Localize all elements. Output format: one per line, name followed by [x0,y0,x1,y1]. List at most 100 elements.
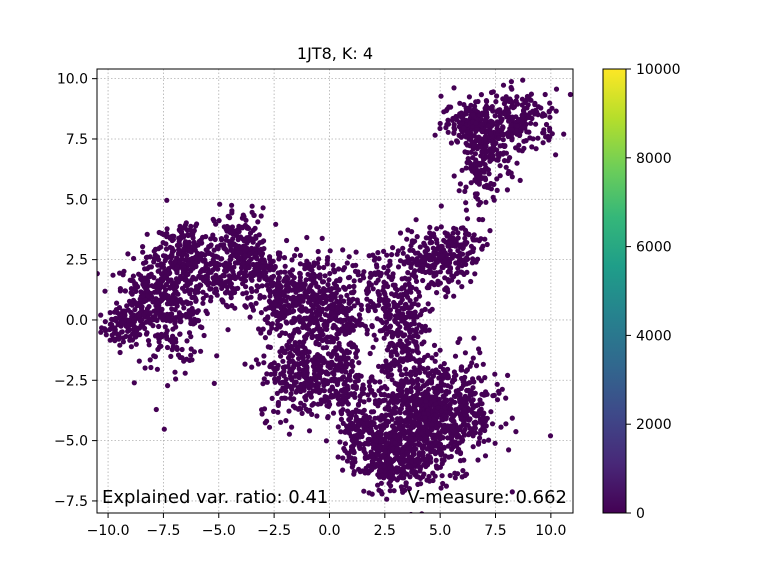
data-point [426,473,432,480]
data-point [514,123,521,129]
data-point [366,490,372,496]
data-point [332,285,338,291]
data-point [212,236,218,243]
data-point [381,463,387,469]
data-point [416,412,422,418]
data-point [403,417,409,423]
data-point [140,249,146,255]
data-point [361,269,367,275]
data-point [480,361,486,367]
data-point [359,306,365,312]
data-point [167,316,173,322]
data-point [415,391,421,397]
data-point [327,401,333,408]
data-point [421,471,427,477]
data-point [230,236,236,242]
data-point [407,474,413,480]
data-point [210,257,216,263]
data-point [394,469,400,475]
data-point [150,323,156,329]
data-point [505,158,511,164]
data-point [200,289,206,295]
data-point [439,473,445,479]
data-point [384,361,390,368]
data-point [338,429,344,435]
data-point [389,377,395,383]
data-point [472,107,478,113]
data-point [222,290,229,296]
data-point [195,318,202,324]
data-point [508,79,514,85]
data-point [520,124,527,130]
data-point [387,488,393,494]
data-point [404,338,410,344]
data-point [237,255,243,261]
data-point [490,393,496,399]
data-point [166,271,172,277]
data-point [314,273,320,279]
data-point [253,357,259,363]
data-point [276,310,282,317]
data-point [342,448,348,454]
data-point [472,142,478,148]
data-point [398,372,404,378]
data-point [340,467,346,473]
data-point [408,304,414,310]
data-point [515,117,522,123]
data-point [148,364,154,371]
data-point [374,316,380,322]
data-point [343,369,349,375]
data-point [302,374,308,380]
data-point [337,346,344,352]
data-point [237,250,243,256]
data-point [188,334,194,340]
data-point [451,369,457,375]
data-point [400,333,406,339]
data-point [464,216,471,222]
data-point [345,393,351,400]
data-point [334,317,340,323]
data-point [425,352,431,358]
data-point [167,235,173,241]
data-point [201,332,207,339]
data-point [416,293,423,299]
data-point [251,212,257,218]
data-point [486,185,492,191]
data-point [452,470,458,476]
data-point [342,441,348,447]
data-point [389,252,395,258]
data-point [267,329,273,335]
x-tick-label: 7.5 [484,523,506,539]
data-point [387,464,393,470]
data-point [417,398,423,404]
data-point [331,322,337,328]
data-point [390,245,396,251]
scatter-points [97,77,573,513]
data-point [408,321,414,328]
data-point [382,308,388,314]
data-point [369,323,375,329]
data-point [422,256,428,262]
data-point [121,309,127,315]
data-point [436,421,442,427]
data-point [423,398,429,404]
data-point [310,328,317,334]
data-point [152,313,158,320]
data-point [438,203,444,209]
data-point [280,358,286,364]
data-point [261,406,268,412]
data-point [182,288,188,294]
data-point [327,270,333,277]
data-point [293,379,299,385]
data-point [426,430,432,436]
data-point [472,237,478,243]
data-point [217,201,223,207]
data-point [449,434,455,440]
data-point [312,368,318,374]
data-point [143,319,149,325]
data-point [323,394,329,400]
data-point [535,112,541,118]
data-point [296,375,302,381]
data-point [162,257,168,264]
data-point [229,285,236,291]
